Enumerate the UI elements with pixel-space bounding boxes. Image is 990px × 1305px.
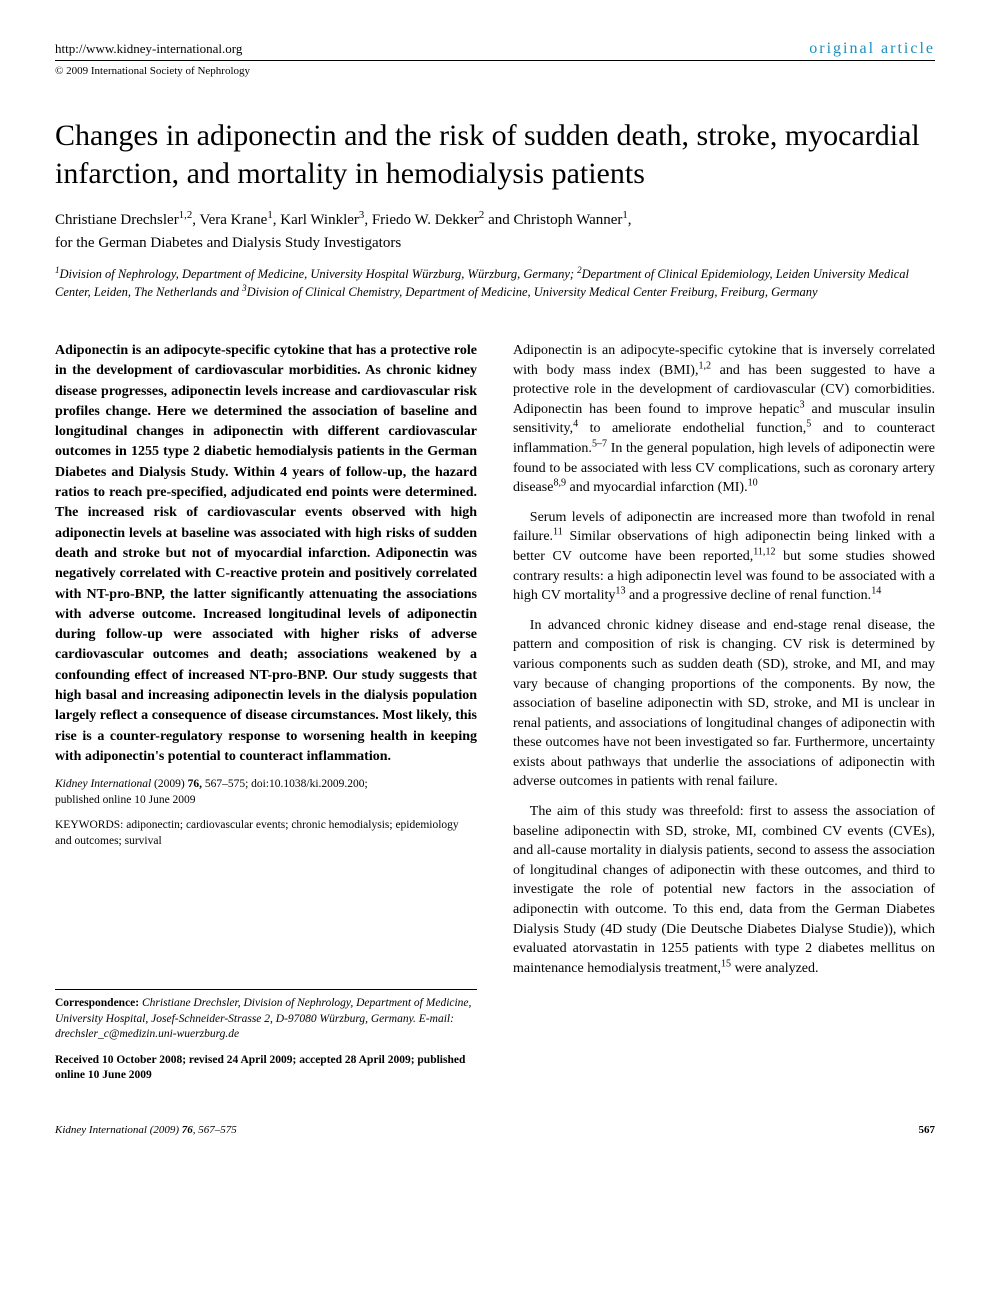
- affiliations: 1Division of Nephrology, Department of M…: [55, 266, 935, 301]
- body-paragraph-2: Serum levels of adiponectin are increase…: [513, 508, 935, 606]
- article-type: original article: [809, 40, 935, 58]
- header-row: http://www.kidney-international.org orig…: [55, 40, 935, 61]
- author-group: for the German Diabetes and Dialysis Stu…: [55, 235, 935, 252]
- copyright: © 2009 International Society of Nephrolo…: [55, 65, 935, 77]
- keywords: KEYWORDS: adiponectin; cardiovascular ev…: [55, 818, 477, 849]
- received-dates: Received 10 October 2008; revised 24 Apr…: [55, 1053, 477, 1084]
- citation: Kidney International (2009) 76, 567–575;…: [55, 777, 477, 808]
- page-number: 567: [919, 1124, 936, 1136]
- journal-url[interactable]: http://www.kidney-international.org: [55, 41, 242, 57]
- two-column-layout: Adiponectin is an adipocyte-specific cyt…: [55, 341, 935, 1084]
- footer-citation: Kidney International (2009) 76, 567–575: [55, 1124, 237, 1136]
- left-column: Adiponectin is an adipocyte-specific cyt…: [55, 341, 477, 1084]
- authors: Christiane Drechsler1,2, Vera Krane1, Ka…: [55, 210, 935, 231]
- right-column: Adiponectin is an adipocyte-specific cyt…: [513, 341, 935, 1084]
- citation-line2: published online 10 June 2009: [55, 794, 196, 806]
- correspondence: Correspondence: Christiane Drechsler, Di…: [55, 989, 477, 1043]
- citation-line1: Kidney International (2009) 76, 567–575;…: [55, 778, 368, 790]
- body-paragraph-1: Adiponectin is an adipocyte-specific cyt…: [513, 341, 935, 498]
- page-footer: Kidney International (2009) 76, 567–575 …: [55, 1124, 935, 1136]
- abstract: Adiponectin is an adipocyte-specific cyt…: [55, 341, 477, 767]
- article-title: Changes in adiponectin and the risk of s…: [55, 117, 935, 192]
- body-paragraph-4: The aim of this study was threefold: fir…: [513, 802, 935, 978]
- body-paragraph-3: In advanced chronic kidney disease and e…: [513, 616, 935, 792]
